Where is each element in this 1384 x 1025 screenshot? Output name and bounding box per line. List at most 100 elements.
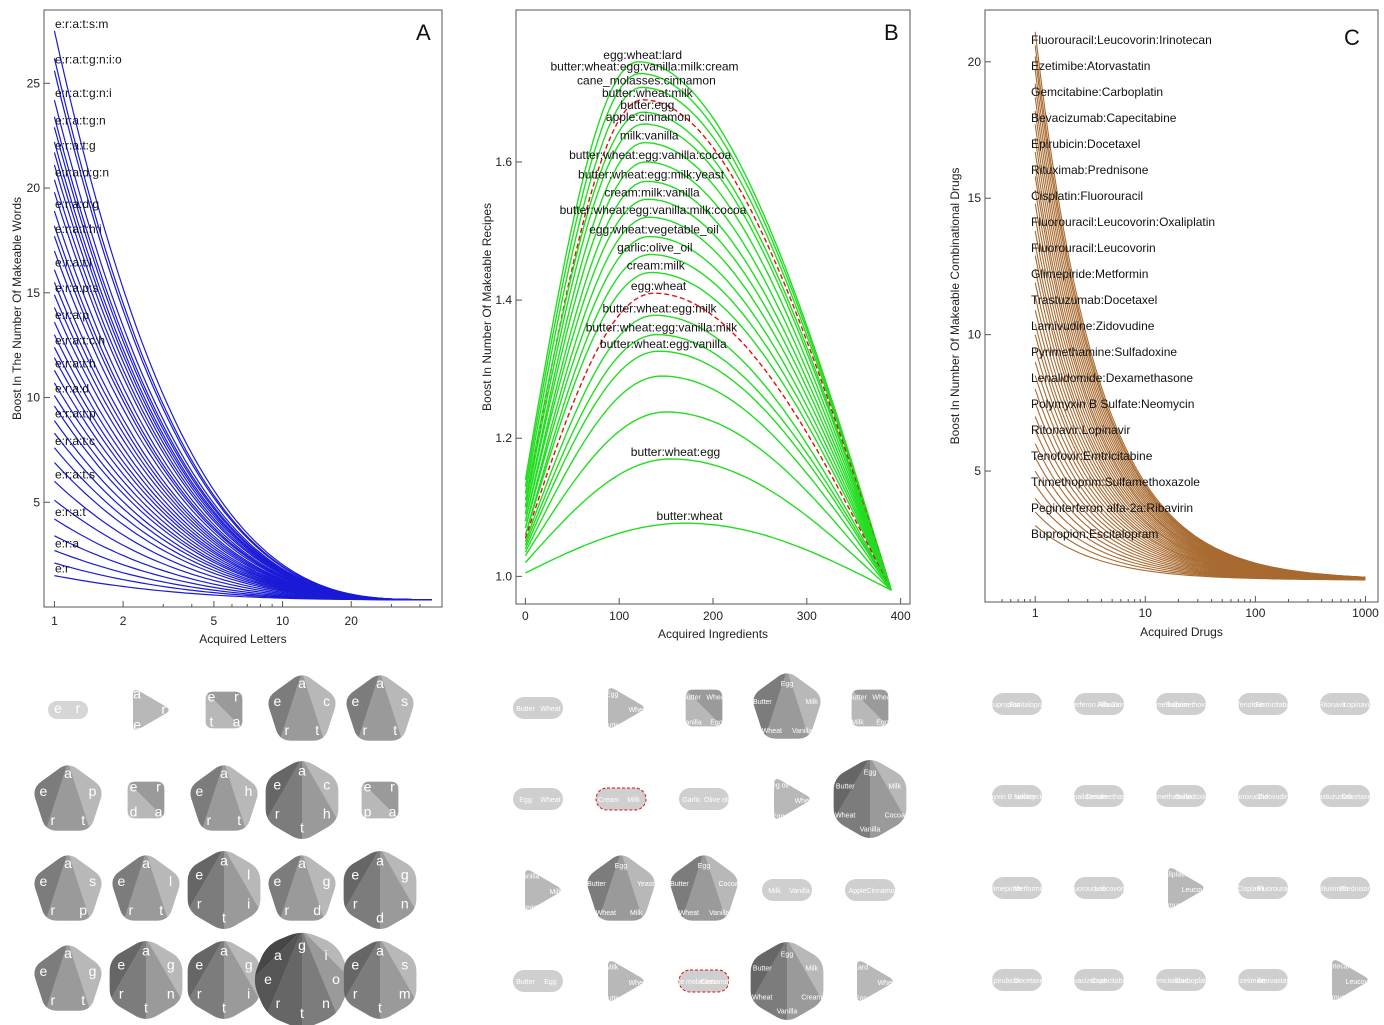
- panel-a-node-label: s: [401, 693, 408, 709]
- panel-a-curve-label: e:r:a:t:h:i: [55, 222, 102, 236]
- panel-b-chart: 0 100 200 300 400 1.0 1.2 1.4 1.6 Acquired Ingred…: [480, 9, 911, 641]
- panel-b-shape-pill: Egg Wheat: [513, 788, 563, 810]
- panel-a-node-label: p: [79, 902, 87, 918]
- panel-a-curve: [53, 282, 432, 601]
- panel-b-facet: [787, 673, 821, 739]
- panel-a-facet: [265, 761, 302, 839]
- panel-c-pill-body: [992, 693, 1042, 715]
- panel-c-pill-body: [1238, 785, 1288, 807]
- panel-a-node-label: n: [322, 995, 330, 1011]
- panel-b-letter: B: [884, 20, 899, 45]
- panel-c-node-label: Irinotecan: [1321, 964, 1352, 971]
- panel-a-node-label: r: [161, 701, 166, 717]
- panel-b-curve-label: butter:wheat:egg:vanilla:milk:cream: [550, 60, 738, 74]
- panel-a-facet: [187, 851, 224, 929]
- panel-c-pill-body: [1320, 785, 1370, 807]
- panel-a-x-tick-label: 10: [276, 614, 290, 628]
- panel-b-node-label: Wheat: [629, 980, 649, 987]
- panel-c-node-label: Docetaxel: [1014, 978, 1046, 985]
- panel-c-curve-label: Trimethoprim:Sulfamethoxazole: [1031, 475, 1200, 489]
- panel-b-shape-grid: Butter Wheat Wheat Butter Egg Egg Vanilla Butte…: [513, 673, 907, 1020]
- panel-b-curve-label: butter:wheat:egg:milk:yeast: [578, 167, 725, 181]
- panel-b-curve-label: cream:milk:vanilla: [604, 185, 700, 199]
- panel-b-node-label: Wheat: [762, 728, 782, 735]
- panel-a-node-label: p: [364, 804, 372, 820]
- panel-c-pill-body: [1074, 877, 1124, 899]
- panel-a-node-label: r: [353, 985, 358, 1001]
- panel-b-curve: [524, 271, 892, 591]
- panel-b-shape-tri: Wheat Butter Milk: [603, 961, 649, 1002]
- panel-b-facet: [608, 961, 644, 1001]
- panel-b-facet: [704, 855, 738, 921]
- panel-a-x-tick-label: 5: [211, 614, 218, 628]
- panel-a-facet: [123, 855, 169, 921]
- panel-a-fill: [265, 761, 339, 839]
- panel-a-node-label: r: [128, 902, 133, 918]
- panel-a-node-label: e: [54, 700, 62, 716]
- panel-b-pill-body: [513, 788, 563, 810]
- panel-a-node-label: e: [274, 873, 282, 889]
- panel-b-node-label: Cinnamon: [701, 979, 733, 986]
- panel-a-facet: [361, 781, 399, 819]
- panel-a-facet: [201, 765, 247, 831]
- panel-a-facet: [224, 851, 261, 929]
- panel-c-curve-label: Bevacizumab:Capecitabine: [1031, 111, 1177, 125]
- panel-c-pill-body: [1156, 693, 1206, 715]
- panel-a-node-label: t: [159, 902, 163, 918]
- panel-b-facet: [870, 760, 907, 838]
- panel-b-curve: [524, 411, 892, 591]
- panel-a-shape-penta: a lt re: [112, 855, 180, 921]
- panel-a-node-label: i: [324, 947, 327, 963]
- panel-b-facet: [857, 961, 893, 1001]
- panel-a-facet: [357, 675, 403, 741]
- panel-b-curve: [524, 458, 892, 591]
- panel-b-curve: [524, 333, 892, 591]
- panel-a-y-tick-label: 25: [27, 76, 41, 90]
- panel-a-facet: [205, 691, 243, 729]
- panel-c-pill-body: [1074, 785, 1124, 807]
- panel-b-curve: [524, 253, 892, 591]
- panel-b-x-tick-label: 100: [609, 609, 629, 623]
- panel-a-node-label: d: [130, 804, 138, 820]
- panel-b-node-label: Egg: [519, 797, 532, 804]
- panel-b-node-label: Wheat: [596, 910, 616, 917]
- panel-a-facet: [133, 690, 169, 730]
- panel-c-pill-body: [1320, 877, 1370, 899]
- panel-a-facet: [302, 932, 338, 1025]
- panel-b-node-label: Egg: [544, 979, 557, 986]
- panel-a-node-label: g: [245, 957, 253, 973]
- panel-a-node-label: e: [196, 783, 204, 799]
- panel-b-facet: [608, 688, 644, 728]
- panel-a-node-label: a: [64, 855, 72, 871]
- panel-b-node-label: Vanilla: [681, 720, 702, 727]
- panel-b-pill-body: [678, 969, 730, 993]
- panel-a-curve: [54, 575, 432, 601]
- panel-c-node-label: Leucovorin: [1346, 979, 1380, 986]
- panel-c-node-label: Docetaxel: [1342, 794, 1374, 801]
- panel-a-facet: [187, 941, 224, 1019]
- panel-a-fill: [205, 691, 243, 729]
- panel-c-x-tick-label: 100: [1245, 606, 1265, 620]
- panel-a-curve-label: e:r:a:t:p: [55, 407, 96, 421]
- panel-c-y-tick-label: 10: [968, 328, 982, 342]
- panel-a-curve: [53, 382, 432, 601]
- panel-a-x-tick-label: 1: [51, 614, 58, 628]
- panel-a-curve-label: e:r:a:d: [55, 381, 89, 395]
- panel-c-pill-body: [1238, 969, 1288, 991]
- panel-a-curve: [53, 30, 432, 601]
- panel-c-node-label: Ezetimibe: [1235, 978, 1266, 985]
- panel-a-node-label: a: [376, 852, 384, 868]
- panel-b-curve: [524, 235, 892, 591]
- panel-b-highlight-curve: [524, 99, 892, 591]
- panel-a-shape-hexa: a ch t re: [265, 761, 339, 839]
- panel-b-curve: [524, 61, 892, 591]
- panel-c-x-tick-label: 10: [1139, 606, 1153, 620]
- panel-b-node-label: Wheat: [878, 980, 898, 987]
